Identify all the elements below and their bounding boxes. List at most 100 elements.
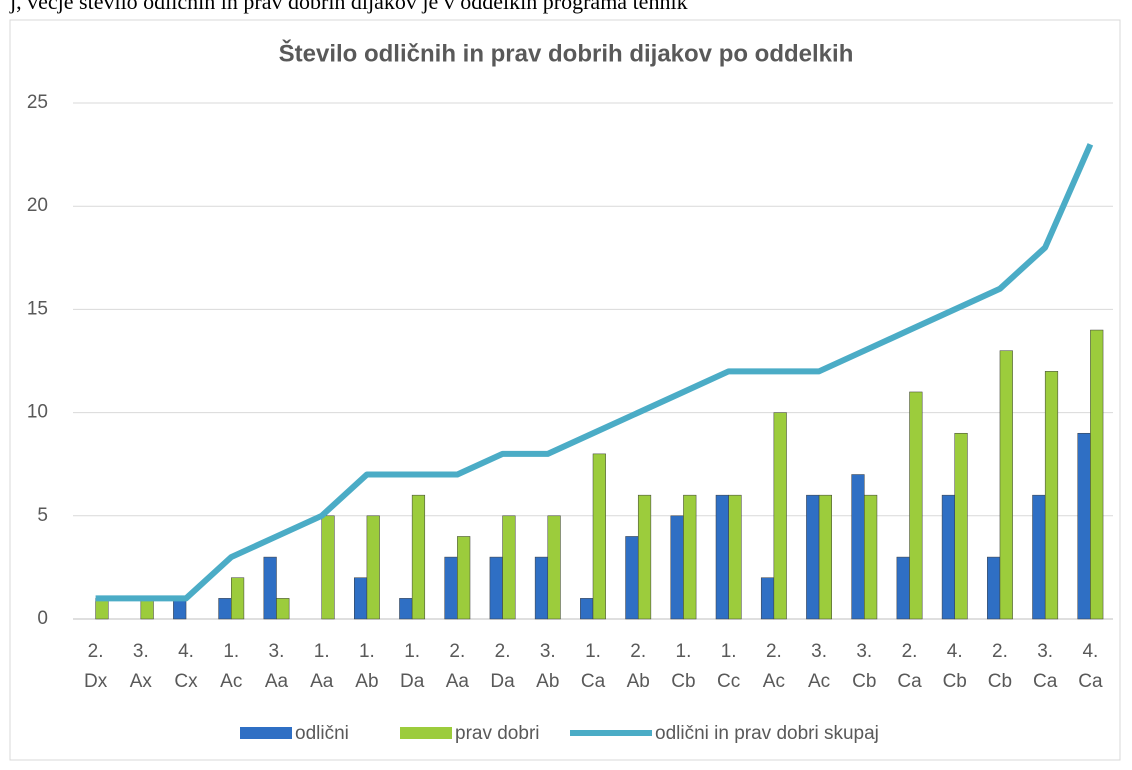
- legend-label: odlični in prav dobri skupaj: [655, 723, 879, 744]
- bar: [1077, 432, 1091, 620]
- bar: [760, 577, 775, 620]
- bar: [1032, 494, 1046, 620]
- x-tick-label: 2.: [449, 641, 465, 662]
- y-tick-label: 25: [27, 92, 48, 113]
- x-tick-label: 3.: [811, 641, 827, 662]
- x-tick-label: Cc: [717, 671, 740, 692]
- bar: [534, 556, 549, 620]
- x-tick-label: Ca: [1078, 671, 1103, 692]
- x-tick-label: Ac: [220, 671, 242, 692]
- x-tick-label: 2.: [495, 641, 511, 662]
- x-tick-label: Aa: [265, 671, 289, 692]
- bar: [909, 391, 923, 620]
- x-tick-label: 1.: [314, 641, 330, 662]
- bar: [999, 350, 1013, 620]
- bar: [276, 598, 290, 620]
- bar: [173, 598, 187, 620]
- x-tick-label: Cb: [988, 671, 1012, 692]
- y-tick-label: 0: [37, 608, 48, 629]
- bar: [806, 494, 820, 620]
- bar: [625, 536, 639, 620]
- bar: [354, 577, 368, 620]
- bar: [263, 556, 277, 620]
- x-tick-label: 1.: [404, 641, 420, 662]
- x-tick-label: 2.: [902, 641, 918, 662]
- x-tick-label: 1.: [721, 641, 737, 662]
- chart-title: Število odličnih in prav dobrih dijakov …: [279, 39, 854, 67]
- x-tick-label: Cx: [174, 671, 198, 692]
- bar: [728, 494, 742, 620]
- x-tick-label: 1.: [223, 641, 239, 662]
- x-tick-label: 3.: [856, 641, 872, 662]
- x-tick-label: 3.: [269, 641, 285, 662]
- x-tick-label: Cb: [671, 671, 695, 692]
- x-tick-label: 1.: [585, 641, 601, 662]
- bar: [411, 494, 426, 620]
- legend-swatch: [240, 727, 292, 739]
- x-tick-label: Aa: [446, 671, 470, 692]
- bar: [502, 515, 516, 620]
- x-tick-label: Da: [400, 671, 425, 692]
- bar: [592, 453, 606, 620]
- x-tick-label: Ab: [355, 671, 378, 692]
- x-tick-label: Ab: [536, 671, 559, 692]
- bar: [941, 494, 955, 620]
- x-tick-label: 1.: [359, 641, 375, 662]
- bar: [95, 598, 109, 620]
- x-tick-label: Dx: [84, 671, 108, 692]
- bar: [670, 515, 684, 620]
- bar: [637, 494, 652, 620]
- x-tick-label: 4.: [178, 641, 194, 662]
- bar: [987, 556, 1001, 620]
- x-tick-label: Da: [490, 671, 515, 692]
- legend-label: odlični: [295, 723, 349, 744]
- bar: [547, 515, 561, 620]
- bar: [580, 598, 594, 620]
- y-tick-label: 15: [27, 298, 48, 319]
- header-text: j, večje število odličnih in prav dobrih…: [9, 0, 688, 14]
- x-tick-label: 3.: [540, 641, 556, 662]
- bar: [954, 432, 968, 620]
- x-tick-label: Ac: [808, 671, 830, 692]
- bar: [218, 598, 232, 620]
- y-tick-label: 20: [27, 195, 48, 216]
- x-tick-label: 3.: [133, 641, 149, 662]
- x-tick-label: 2.: [766, 641, 782, 662]
- x-tick-label: Ac: [763, 671, 785, 692]
- x-tick-label: Aa: [310, 671, 334, 692]
- bar: [366, 515, 380, 620]
- bar: [683, 494, 697, 620]
- bar: [321, 515, 335, 620]
- line: [95, 143, 1094, 602]
- x-tick-label: Cb: [852, 671, 876, 692]
- bar: [1090, 329, 1104, 620]
- x-tick-label: Ab: [627, 671, 650, 692]
- legend-swatch: [400, 727, 452, 739]
- x-tick-label: 1.: [676, 641, 692, 662]
- bar: [457, 536, 471, 620]
- bar: [140, 598, 154, 620]
- bar: [444, 556, 458, 620]
- bar: [773, 412, 787, 620]
- x-tick-label: Ca: [897, 671, 922, 692]
- bar: [1044, 371, 1059, 620]
- bar: [489, 556, 503, 620]
- x-tick-label: 2.: [630, 641, 646, 662]
- x-tick-label: Cb: [943, 671, 967, 692]
- bar: [896, 556, 910, 620]
- bar: [851, 474, 865, 620]
- x-tick-label: Ca: [1033, 671, 1058, 692]
- x-tick-label: 4.: [947, 641, 963, 662]
- bar: [231, 577, 245, 620]
- x-tick-label: Ax: [130, 671, 153, 692]
- y-tick-label: 5: [37, 505, 48, 526]
- x-tick-label: 2.: [88, 641, 104, 662]
- bar: [399, 598, 413, 620]
- x-tick-label: 4.: [1082, 641, 1098, 662]
- bar: [818, 494, 832, 620]
- bar: [715, 494, 729, 620]
- legend-label: prav dobri: [455, 723, 540, 744]
- y-tick-label: 10: [27, 402, 48, 423]
- x-tick-label: Ca: [581, 671, 606, 692]
